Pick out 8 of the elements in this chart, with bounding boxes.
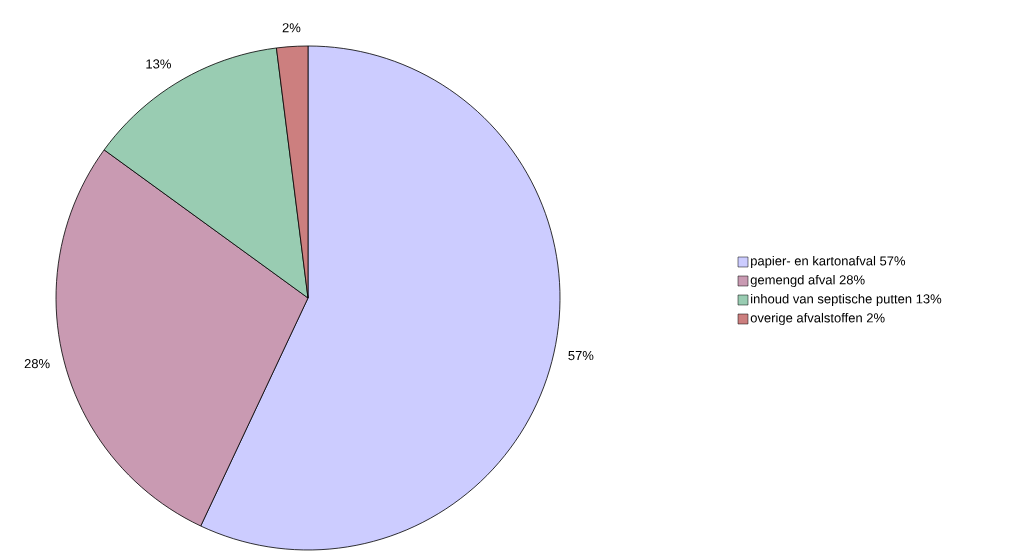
data-label: 2% [282, 23, 301, 33]
data-label: 28% [24, 359, 50, 369]
legend-label: inhoud van septische putten 13% [751, 293, 942, 307]
data-label: 13% [146, 59, 171, 69]
legend-label: overige afvalstoffen 2% [750, 312, 885, 326]
legend-label: papier- en kartonafval 57% [751, 255, 906, 269]
data-label: 57% [568, 351, 594, 361]
legend-label: gemengd afval 28% [750, 274, 865, 288]
